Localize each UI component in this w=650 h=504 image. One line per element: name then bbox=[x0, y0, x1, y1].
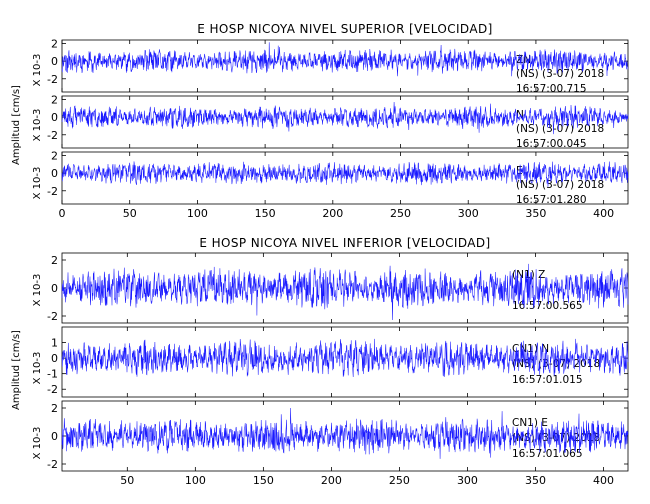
bottom-xtick-label: 400 bbox=[593, 474, 614, 487]
bottom-xtick-label: 150 bbox=[253, 474, 274, 487]
top-panel-1-ytick-label: -2 bbox=[47, 73, 58, 86]
bottom-x-axis: 50 100 150 200 250 300 350 400 bbox=[120, 253, 614, 487]
top-panel-1-waveform bbox=[61, 42, 629, 77]
top-xtick-label: 150 bbox=[255, 207, 276, 220]
bottom-panel-2-ytick-label: -2 bbox=[47, 383, 58, 396]
top-panel-3-annotation-3: 16:57:01.280 bbox=[516, 194, 587, 206]
bottom-panel-1-ytick-label: -2 bbox=[47, 310, 58, 323]
top-panel-2: X 10-3 N (NS) (3-07) 2018 16:57:00.045 -… bbox=[32, 94, 629, 150]
bottom-panel-1: X 10-3 (N1) Z 16:57:00.565 -202 bbox=[32, 252, 629, 324]
bottom-xtick-label: 100 bbox=[185, 474, 206, 487]
top-panel-1-ytick-label: 0 bbox=[51, 55, 58, 68]
bottom-panel-3-annotation-3: 16:57:01.065 bbox=[512, 448, 583, 460]
bottom-panel-3-annotation-1: CN1) E bbox=[512, 417, 548, 429]
bottom-panel-3-ytick-label: 2 bbox=[51, 402, 58, 415]
bottom-panel-2-ytick-label: -1 bbox=[47, 368, 58, 381]
top-panel-2-annotation-2: (NS) (3-07) 2018 bbox=[516, 123, 604, 135]
top-x-axis: 0 50 100 150 200 250 300 350 400 bbox=[59, 40, 614, 220]
bottom-panel-3-ytick-label: -2 bbox=[47, 458, 58, 471]
top-panel-3-ytick-label: -2 bbox=[47, 185, 58, 198]
top-xtick-label: 200 bbox=[322, 207, 343, 220]
bottom-xtick-label: 50 bbox=[120, 474, 134, 487]
bottom-panel-3-ytick-label: 0 bbox=[51, 430, 58, 443]
bottom-panel-1-scale: X 10-3 bbox=[32, 274, 43, 307]
bottom-panel-3: X 10-3 CN1) E (NS) (3-07) 2018 16:57:01.… bbox=[32, 400, 629, 472]
top-xtick-label: 300 bbox=[458, 207, 479, 220]
top-panel-2-scale: X 10-3 bbox=[32, 109, 43, 142]
top-panel-3-ytick-label: 0 bbox=[51, 167, 58, 180]
top-xtick-label: 0 bbox=[59, 207, 66, 220]
bottom-panel-1-ytick-label: 2 bbox=[51, 254, 58, 267]
top-panel-2-ytick-label: -2 bbox=[47, 129, 58, 142]
top-xtick-label: 50 bbox=[123, 207, 137, 220]
top-panel-3-annotation-2: (NS) (3-07) 2018 bbox=[516, 179, 604, 191]
bottom-panel-1-waveform bbox=[61, 263, 629, 321]
top-panel-3-annotation-1: E bbox=[516, 165, 523, 177]
top-ylabel: Amplitud [cm/s] bbox=[11, 85, 22, 165]
bottom-xtick-label: 350 bbox=[525, 474, 546, 487]
top-panel-2-ytick-label: 0 bbox=[51, 111, 58, 124]
bottom-panel-2-annotation-3: 16:57:01.015 bbox=[512, 374, 583, 386]
top-panel-1-ytick-label: 2 bbox=[51, 38, 58, 51]
bottom-panel-2-ytick-label: 0 bbox=[51, 352, 58, 365]
bottom-panel-2-scale: X 10-3 bbox=[32, 352, 43, 385]
top-panel-1-annotation-2: (NS) (3-07) 2018 bbox=[516, 68, 604, 80]
bottom-panel-1-annotation-3: 16:57:00.565 bbox=[512, 300, 583, 312]
bottom-ylabel: Amplitud [cm/s] bbox=[11, 330, 22, 410]
top-panel-3: X 10-3 E (NS) (3-07) 2018 16:57:01.280 -… bbox=[32, 150, 629, 206]
bottom-panel-2-waveform bbox=[61, 338, 629, 378]
top-chart-title: E HOSP NICOYA NIVEL SUPERIOR [VELOCIDAD] bbox=[197, 22, 492, 36]
top-xtick-label: 400 bbox=[593, 207, 614, 220]
top-panel-3-scale: X 10-3 bbox=[32, 167, 43, 200]
bottom-panel-2: X 10-3 CN1) N (NS) (3-07) 2018 16:57:01.… bbox=[32, 326, 629, 398]
top-xtick-label: 100 bbox=[187, 207, 208, 220]
top-xtick-label: 250 bbox=[390, 207, 411, 220]
top-panel-2-ytick-label: 2 bbox=[51, 94, 58, 107]
bottom-panel-1-ytick-label: 0 bbox=[51, 282, 58, 295]
bottom-panel-3-waveform bbox=[61, 407, 629, 459]
top-panel-1-annotation-3: 16:57:00.715 bbox=[516, 83, 587, 95]
top-panel-2-annotation-1: N bbox=[516, 109, 524, 121]
top-xtick-label: 350 bbox=[525, 207, 546, 220]
top-panel-2-waveform bbox=[61, 101, 629, 135]
top-panel-2-annotation-3: 16:57:00.045 bbox=[516, 138, 587, 150]
bottom-xtick-label: 250 bbox=[389, 474, 410, 487]
bottom-panel-3-scale: X 10-3 bbox=[32, 427, 43, 460]
top-panel-1: X 10-3 ZN (NS) (3-07) 2018 16:57:00.715 … bbox=[32, 38, 629, 95]
top-panel-3-ytick-label: 2 bbox=[51, 150, 58, 163]
bottom-chart-title: E HOSP NICOYA NIVEL INFERIOR [VELOCIDAD] bbox=[199, 236, 490, 250]
bottom-xtick-label: 300 bbox=[457, 474, 478, 487]
top-panel-1-scale: X 10-3 bbox=[32, 54, 43, 87]
bottom-panel-2-ytick-label: 1 bbox=[51, 337, 58, 350]
bottom-xtick-label: 200 bbox=[321, 474, 342, 487]
top-panel-3-waveform bbox=[61, 161, 629, 187]
top-panel-1-frame bbox=[61, 39, 629, 93]
